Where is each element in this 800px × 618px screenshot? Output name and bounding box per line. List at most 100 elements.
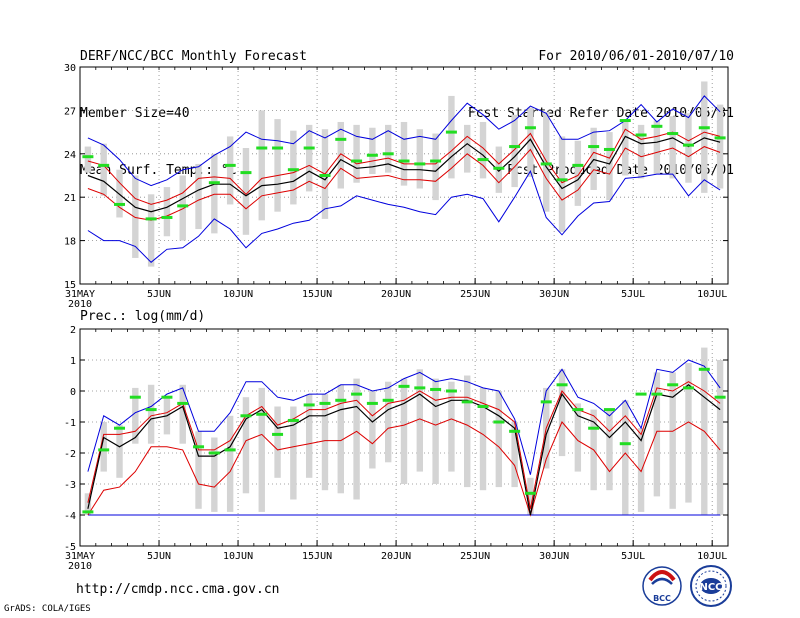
temperature-frame — [79, 66, 729, 285]
temperature-obs-mark — [540, 162, 552, 166]
bcc-logo-text: BCC — [653, 594, 671, 603]
precipitation-x-tick-label: 5JUL — [621, 551, 645, 562]
precipitation-mean-line — [87, 384, 721, 516]
precipitation-spread-box — [637, 428, 645, 512]
precipitation-obs-mark — [398, 384, 410, 388]
precipitation-obs-mark — [682, 386, 694, 390]
temperature-x-tick-label: 5JUL — [621, 289, 645, 300]
precipitation-spread-box — [448, 381, 455, 472]
ncc-logo: NCC — [690, 565, 732, 607]
precipitation-y-tick-label: -2 — [64, 449, 76, 460]
precipitation-y-tick-label: 1 — [70, 356, 76, 367]
temperature-obs-mark — [256, 146, 268, 150]
temperature-spread-box — [685, 113, 692, 183]
temperature-spread-box — [100, 143, 107, 196]
precipitation-x-tick-label: 30JUN — [539, 551, 569, 562]
temperature-obs-mark — [224, 163, 236, 167]
precipitation-y-tick-label: -1 — [64, 418, 76, 429]
precipitation-spread-box — [384, 381, 392, 463]
temperature-x-tick-label: 30JUN — [539, 289, 569, 300]
precipitation-obs-mark — [477, 405, 489, 408]
precipitation-spread-box — [116, 425, 123, 478]
precipitation-obs-mark — [287, 418, 299, 422]
temperature-spread-box — [448, 95, 455, 179]
precipitation-obs-mark — [366, 401, 378, 405]
temperature-spread-box — [416, 129, 424, 189]
forecast-period: For 2010/06/01-2010/07/10 — [538, 49, 734, 64]
precipitation-x-sublabel: 2010 — [68, 561, 92, 572]
precipitation-obs-mark — [524, 491, 536, 495]
precipitation-y-tick-label: -5 — [64, 542, 76, 553]
temperature-spread-box — [464, 124, 471, 173]
temperature-x-tick-label: 20JUN — [381, 289, 411, 300]
precipitation-x-tick-label: 25JUN — [460, 551, 490, 562]
precipitation-y-tick-label: 2 — [70, 325, 76, 336]
precipitation-obs-mark — [635, 392, 647, 396]
ncc-logo-text: NCC — [699, 582, 722, 593]
chart-title: DERF/NCC/BCC Monthly Forecast — [80, 49, 307, 64]
temperature-obs-mark — [366, 153, 378, 157]
temperature-spread-box — [653, 120, 661, 175]
temperature-spread-box — [590, 127, 597, 190]
temperature-obs-mark — [445, 130, 457, 134]
precipitation-frame — [79, 328, 729, 547]
precipitation-spread-box — [353, 378, 360, 500]
precipitation-spread-box — [100, 422, 107, 472]
temperature-obs-mark — [272, 146, 284, 150]
temperature-y-tick-label: 24 — [64, 150, 76, 161]
temperature-obs-mark — [398, 159, 410, 163]
precipitation-obs-mark — [161, 395, 173, 399]
temperature-spread-box — [384, 124, 392, 173]
temperature-spread-box — [574, 140, 582, 206]
precipitation-spread-box — [622, 400, 629, 515]
precipitation-obs-mark — [303, 403, 315, 407]
precipitation-obs-mark — [430, 387, 442, 391]
precipitation-spread-box — [179, 384, 186, 444]
temperature-obs-mark — [509, 145, 521, 149]
temperature-spread-box — [337, 121, 344, 189]
precipitation-spread-box — [400, 378, 408, 484]
temperature-spread-box — [195, 163, 202, 230]
precipitation-spread-box — [527, 477, 534, 515]
precipitation-spread-box — [337, 384, 344, 494]
precipitation-spread-box — [685, 363, 692, 503]
precipitation-spread-box — [132, 387, 139, 444]
temperature-obs-mark — [177, 204, 189, 208]
temperature-obs-mark — [208, 181, 220, 185]
precipitation-obs-mark — [509, 429, 521, 433]
temperature-spread-box — [716, 104, 724, 189]
precip-panel-title: Prec.: log(mm/d) — [80, 309, 206, 324]
precipitation-spread-box — [495, 391, 503, 488]
temperature-spread-box — [432, 133, 439, 201]
precipitation-spread-box — [274, 406, 281, 478]
temperature-spread-box — [606, 132, 613, 201]
temperature-obs-mark — [145, 217, 157, 221]
temperature-min-line — [87, 170, 721, 263]
precipitation-spread-box — [464, 375, 471, 488]
precipitation-obs-mark — [129, 395, 141, 399]
temperature-obs-mark — [114, 202, 126, 206]
precipitation-panel: 31MAY 5JUN 10JUN 15JUN 20JUN 25JUN 30JUN 5JUL 10… — [64, 325, 729, 572]
temperature-obs-mark — [651, 124, 663, 128]
precipitation-spread-box — [653, 372, 661, 497]
temperature-obs-mark — [430, 159, 442, 163]
temperature-lower-line — [87, 146, 721, 221]
temperature-obs-mark — [556, 178, 568, 182]
temperature-spread-box — [163, 187, 171, 237]
temperature-obs-mark — [619, 119, 631, 123]
precipitation-obs-mark — [714, 395, 726, 399]
footer-grads: GrADS: COLA/IGES — [4, 604, 91, 614]
temperature-obs-mark — [319, 174, 331, 177]
precipitation-y-tick-label: -3 — [64, 480, 76, 491]
temperature-spread-box — [353, 124, 360, 183]
temperature-obs-mark — [698, 126, 710, 130]
temperature-obs-mark — [477, 158, 489, 162]
precipitation-spread-box — [305, 394, 313, 478]
temperature-y-tick-label: 21 — [64, 193, 76, 204]
precipitation-spread-box — [84, 493, 92, 515]
precipitation-obs-mark — [82, 510, 94, 514]
precipitation-spread-box — [716, 360, 724, 515]
temperature-x-tick-label: 31MAY — [65, 289, 95, 300]
member-size: Member Size=40 — [80, 106, 190, 121]
temperature-spread-box — [132, 175, 139, 258]
